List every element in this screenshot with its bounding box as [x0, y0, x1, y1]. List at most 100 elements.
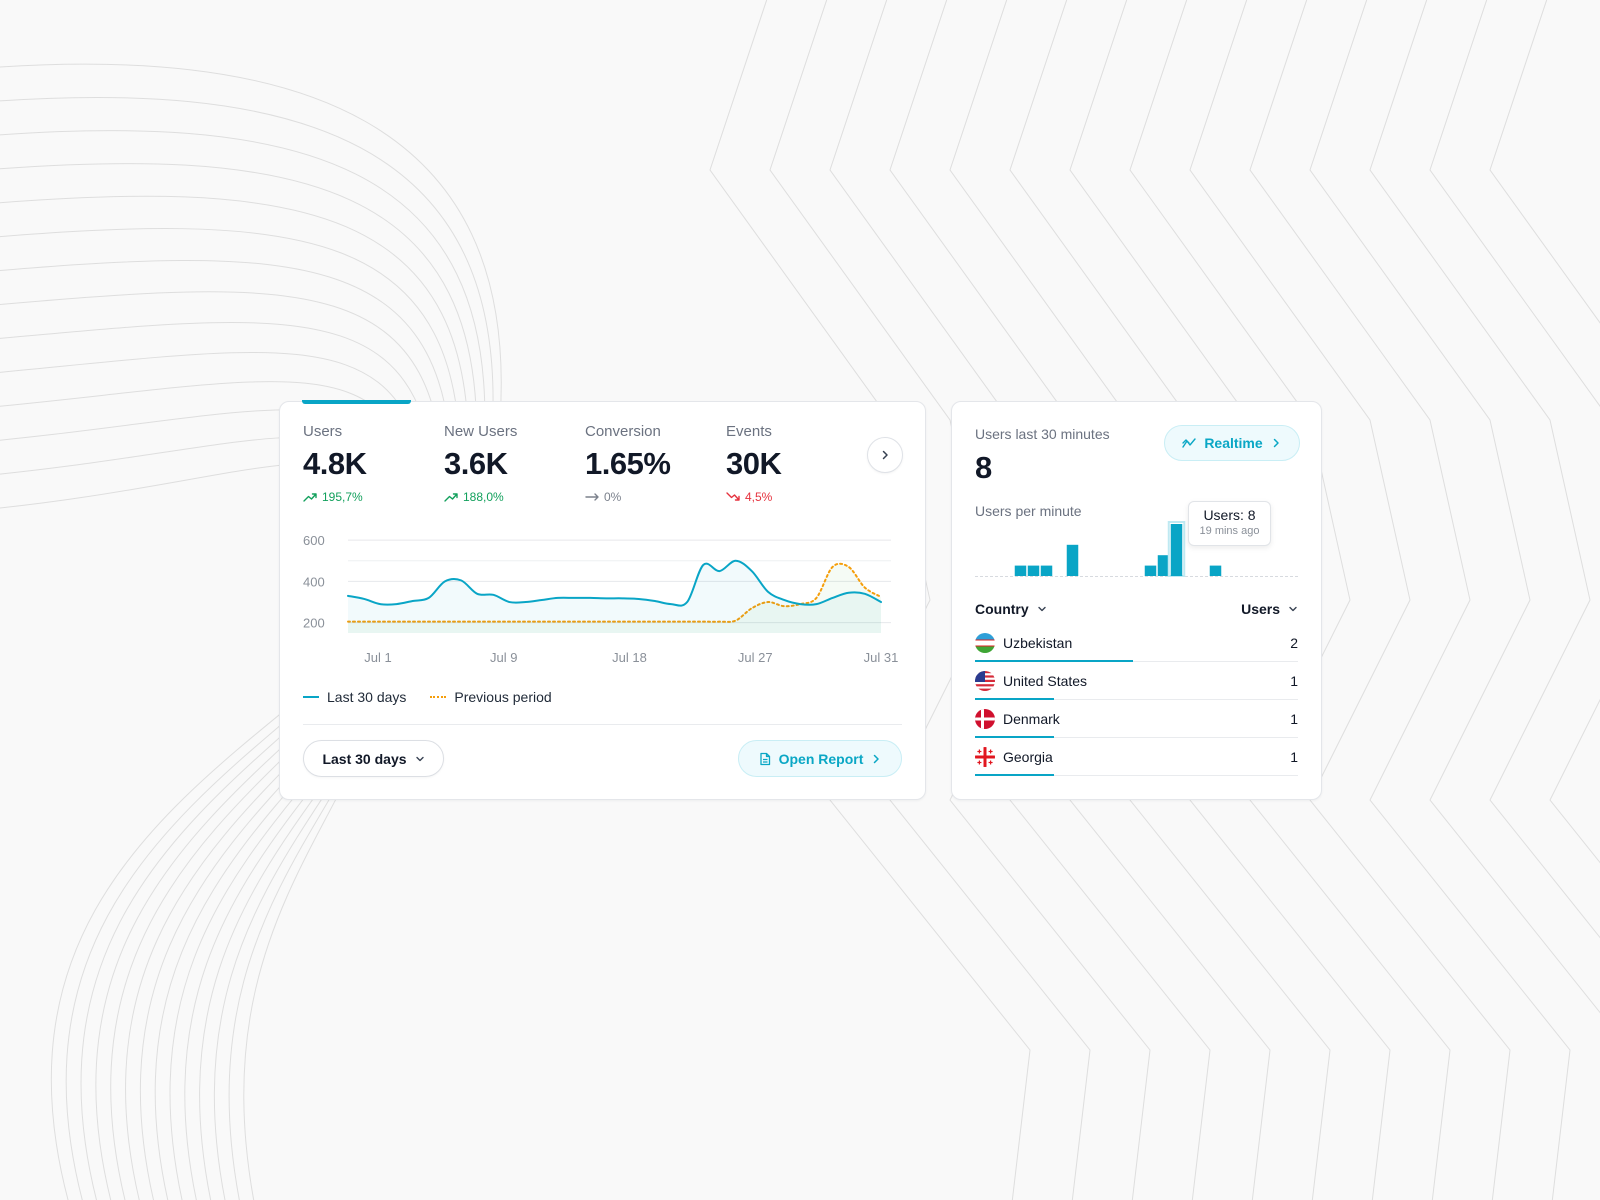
country-users: 2 [1290, 634, 1298, 651]
y-tick-label: 400 [303, 574, 325, 589]
realtime-button-label: Realtime [1204, 435, 1263, 451]
ge-flag-icon [975, 746, 995, 767]
row-country: Georgia [975, 746, 1053, 767]
column-label: Country [975, 601, 1029, 617]
x-tick-label: Jul 31 [864, 650, 899, 665]
x-tick-label: Jul 18 [612, 650, 647, 665]
users-column-header[interactable]: Users [1241, 599, 1298, 619]
metric-label: New Users [444, 423, 518, 440]
trend-up-icon [303, 493, 317, 502]
country-name: Georgia [1003, 748, 1053, 765]
tooltip-value: Users: 8 [1203, 507, 1256, 523]
chevron-down-icon [1037, 606, 1046, 612]
users-per-minute-label: Users per minute [975, 503, 1082, 519]
country-table-header: Country Users [975, 599, 1298, 619]
analytics-overview-card: Users 4.8K 195,7% New Users 3.6K 188,0% … [279, 400, 926, 800]
bar[interactable] [1170, 524, 1183, 576]
series-line-last-30-days-area [348, 560, 881, 633]
legend-swatch-solid [303, 696, 319, 698]
divider [303, 724, 902, 725]
metric-tab-events[interactable]: Events 30K 4,5% [726, 423, 856, 504]
bar[interactable] [1157, 555, 1170, 576]
chevron-right-icon [882, 450, 888, 460]
metric-change: 188,0% [444, 490, 574, 504]
active-tab-indicator [302, 400, 411, 404]
x-tick-label: Jul 9 [490, 650, 517, 665]
metric-label: Users [303, 423, 343, 440]
share-bar [975, 736, 1055, 738]
open-report-button[interactable]: Open Report [738, 740, 902, 777]
bar-tooltip: Users: 8 19 mins ago [1188, 501, 1271, 546]
series-line-previous-period-area [348, 563, 881, 633]
metric-change: 195,7% [303, 490, 433, 504]
realtime-label: Users last 30 minutes [975, 426, 1110, 442]
chevron-right-icon [874, 754, 880, 763]
share-bar [975, 774, 1055, 776]
metric-value: 4.8K [303, 446, 367, 481]
metric-change-value: 188,0% [463, 490, 504, 504]
dk-flag-icon [975, 708, 995, 729]
metric-change-value: 195,7% [322, 490, 363, 504]
share-bar [975, 660, 1134, 662]
bar[interactable] [1027, 565, 1040, 576]
realtime-card: Users last 30 minutes 8 Realtime Users p… [951, 401, 1322, 800]
tooltip-time: 19 mins ago [1199, 525, 1260, 537]
metric-label: Conversion [585, 423, 661, 440]
bar[interactable] [1144, 565, 1157, 576]
next-metrics-button[interactable] [867, 437, 903, 473]
legend-item-previous: Previous period [430, 689, 552, 705]
us-flag-icon [975, 670, 995, 691]
metric-value: 3.6K [444, 446, 508, 481]
realtime-value: 8 [975, 450, 993, 485]
bar[interactable] [1066, 544, 1079, 576]
trend-up-icon [444, 493, 458, 502]
row-country: Uzbekistan [975, 632, 1073, 653]
metric-change: 0% [585, 490, 715, 504]
country-users: 1 [1290, 672, 1298, 689]
legend-swatch-dotted [430, 696, 447, 698]
y-tick-label: 600 [303, 533, 325, 548]
chart-legend: Last 30 days Previous period [303, 689, 552, 705]
bar[interactable] [1040, 565, 1053, 576]
table-row[interactable]: United States 1 [975, 662, 1298, 700]
metric-change: 4,5% [726, 490, 856, 504]
series-line-last-30-days [347, 559, 882, 607]
open-report-label: Open Report [778, 750, 864, 767]
activity-icon [1182, 438, 1197, 448]
table-row[interactable]: Uzbekistan 2 [975, 624, 1298, 662]
uz-flag-icon [975, 632, 995, 653]
realtime-button[interactable]: Realtime [1164, 425, 1300, 461]
metric-label: Events [726, 423, 772, 440]
y-tick-label: 200 [303, 616, 325, 631]
x-tick-label: Jul 1 [364, 650, 391, 665]
trend-flat-icon [585, 493, 599, 501]
table-row[interactable]: Denmark 1 [975, 700, 1298, 738]
series-line-previous-period [347, 562, 882, 623]
bar[interactable] [1209, 565, 1222, 576]
table-row[interactable]: Georgia 1 [975, 738, 1298, 776]
country-name: Denmark [1003, 710, 1060, 727]
legend-label: Last 30 days [327, 689, 407, 705]
bar[interactable] [1014, 565, 1027, 576]
trend-down-icon [726, 492, 740, 501]
country-list: Uzbekistan 2 United States 1 D [975, 624, 1298, 776]
metric-change-value: 0% [604, 490, 622, 504]
legend-item-current: Last 30 days [303, 689, 406, 705]
metric-tab-new-users[interactable]: New Users 3.6K 188,0% [444, 423, 574, 504]
row-country: Denmark [975, 708, 1060, 729]
country-users: 1 [1290, 710, 1298, 727]
date-range-select[interactable]: Last 30 days [303, 740, 444, 777]
country-column-header[interactable]: Country [975, 599, 1047, 619]
document-icon [759, 752, 770, 765]
users-line-chart: 200 400 600 Jul 1 Jul 9 Jul 18 Jul 27 Jul 31 [303, 533, 899, 665]
users-per-minute-bar-chart [975, 521, 1300, 577]
country-name: Uzbekistan [1003, 634, 1073, 651]
x-tick-label: Jul 27 [738, 650, 773, 665]
metric-change-value: 4,5% [745, 490, 773, 504]
metric-tab-conversion[interactable]: Conversion 1.65% 0% [585, 423, 715, 504]
date-range-label: Last 30 days [322, 750, 407, 767]
legend-label: Previous period [454, 689, 552, 705]
country-users: 1 [1290, 748, 1298, 765]
metric-tab-users[interactable]: Users 4.8K 195,7% [303, 423, 433, 504]
metric-value: 30K [726, 446, 782, 481]
